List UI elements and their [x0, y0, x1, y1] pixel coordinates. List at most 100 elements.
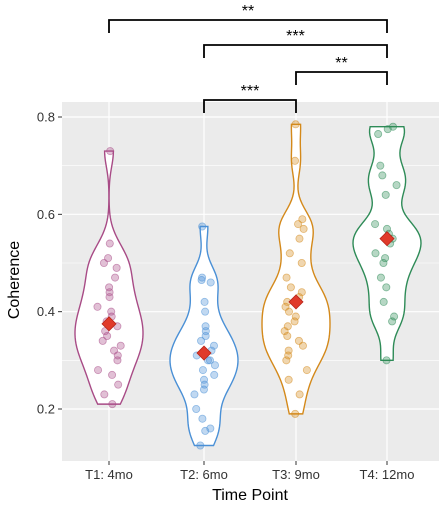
- data-point: [209, 341, 218, 350]
- data-point: [290, 156, 299, 165]
- data-point: [290, 317, 299, 326]
- data-point: [294, 220, 303, 229]
- x-tick-label: T2: 6mo: [180, 467, 228, 482]
- data-point: [299, 224, 308, 233]
- data-point: [291, 409, 300, 418]
- data-point: [381, 190, 390, 199]
- x-axis-title: Time Point: [212, 487, 288, 504]
- y-tick-label: 0.6: [37, 207, 55, 222]
- data-point: [376, 161, 385, 170]
- x-tick-label: T1: 4mo: [85, 467, 133, 482]
- data-point: [291, 120, 300, 129]
- data-point: [383, 125, 392, 134]
- data-point: [376, 273, 385, 282]
- data-point: [297, 258, 306, 267]
- data-point: [379, 258, 388, 267]
- data-point: [201, 307, 210, 316]
- data-point: [371, 249, 380, 258]
- data-point: [200, 297, 209, 306]
- x-tick-label: T3: 9mo: [272, 467, 320, 482]
- y-tick-label: 0.8: [37, 110, 55, 125]
- data-point: [201, 426, 210, 435]
- significance-label: ***: [241, 83, 260, 100]
- data-point: [105, 293, 114, 302]
- data-point: [190, 390, 199, 399]
- data-point: [103, 331, 112, 340]
- data-point: [94, 366, 103, 375]
- mean-marker: [288, 294, 304, 310]
- y-tick-label: 0.2: [37, 402, 55, 417]
- data-point: [285, 249, 294, 258]
- data-point: [371, 220, 380, 229]
- data-point: [206, 278, 215, 287]
- data-point: [106, 147, 115, 156]
- y-axis: 0.2 0.4 0.6 0.8: [37, 110, 62, 417]
- data-point: [199, 385, 208, 394]
- x-tick-label: T4: 12mo: [360, 467, 415, 482]
- data-point: [201, 331, 210, 340]
- data-point: [93, 302, 102, 311]
- data-point: [283, 331, 292, 340]
- data-point: [378, 171, 387, 180]
- data-point: [297, 288, 306, 297]
- x-axis: T1: 4mo T2: 6mo T3: 9mo T4: 12mo: [85, 461, 414, 482]
- data-point: [282, 273, 291, 282]
- data-point: [284, 375, 293, 384]
- data-point: [374, 130, 383, 139]
- significance-label: **: [242, 3, 254, 20]
- data-point: [210, 370, 219, 379]
- y-axis-title: Coherence: [6, 241, 23, 319]
- data-point: [99, 258, 108, 267]
- data-point: [198, 414, 207, 423]
- significance-label: **: [335, 55, 347, 72]
- significance-brackets: **********: [108, 3, 388, 113]
- significance-bracket: [108, 19, 388, 33]
- mean-markers: [101, 231, 395, 361]
- data-point: [284, 351, 293, 360]
- mean-marker: [101, 316, 117, 332]
- significance-bracket: [295, 71, 388, 85]
- data-point: [280, 327, 289, 336]
- data-point: [302, 366, 311, 375]
- data-point: [286, 283, 295, 292]
- violin: [169, 225, 239, 447]
- data-point: [295, 390, 304, 399]
- data-point: [210, 361, 219, 370]
- data-point: [392, 181, 401, 190]
- data-point: [381, 254, 390, 263]
- data-point: [205, 356, 214, 365]
- significance-bracket: [203, 99, 297, 113]
- data-point: [295, 234, 304, 243]
- data-point: [114, 380, 123, 389]
- data-point: [108, 370, 117, 379]
- data-point: [390, 312, 399, 321]
- data-point: [196, 441, 205, 450]
- data-point: [282, 356, 291, 365]
- data-point: [192, 404, 201, 413]
- data-point: [382, 283, 391, 292]
- significance-bracket: [203, 44, 388, 58]
- data-point: [98, 336, 107, 345]
- data-point: [284, 307, 293, 316]
- data-point: [298, 341, 307, 350]
- data-point: [100, 390, 109, 399]
- y-tick-label: 0.4: [37, 304, 55, 319]
- data-point: [113, 356, 122, 365]
- mean-marker: [379, 231, 395, 247]
- violin: [74, 150, 144, 405]
- mean-marker: [196, 345, 212, 361]
- data-point: [197, 276, 206, 285]
- data-point: [105, 239, 114, 248]
- jitter-points: [93, 120, 401, 450]
- data-point: [379, 297, 388, 306]
- data-point: [203, 356, 212, 365]
- data-point: [382, 356, 391, 365]
- data-point: [388, 317, 397, 326]
- data-point: [108, 400, 117, 409]
- data-point: [197, 336, 206, 345]
- data-point: [198, 366, 207, 375]
- significance-label: ***: [286, 28, 305, 45]
- data-point: [116, 341, 125, 350]
- data-point: [291, 312, 300, 321]
